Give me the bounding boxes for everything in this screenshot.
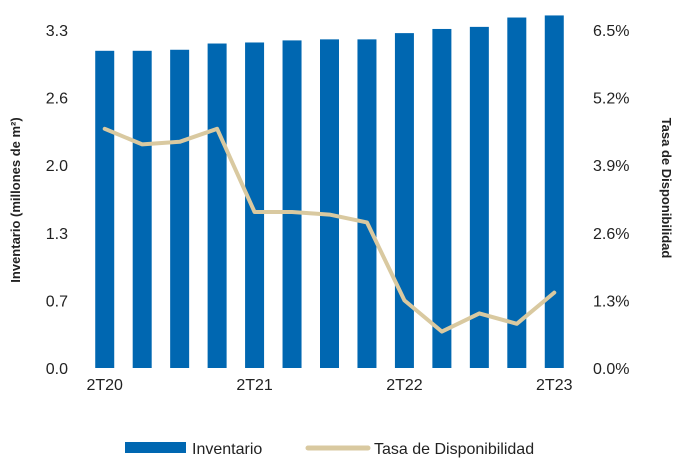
bar-3T22 [432,28,452,369]
bar-4T20 [170,49,190,368]
bar-1T22 [357,39,377,369]
legend: Inventario Tasa de Disponibilidad [125,441,534,458]
legend-swatch-inventario [125,442,186,453]
right-tick-label: 2.6% [593,226,629,243]
bar-3T20 [132,50,152,369]
x-tick-label: 2T23 [536,377,573,394]
right-tick-label: 1.3% [593,293,629,310]
x-tick-label: 2T20 [86,377,123,394]
left-tick-label: 2.6 [46,91,68,108]
left-tick-label: 0.7 [46,293,68,310]
right-tick-label: 6.5% [593,23,629,40]
x-tick-label: 2T21 [236,377,273,394]
bar-2T20 [95,50,115,369]
bar-4T21 [320,39,339,369]
left-tick-label: 0.0 [46,361,68,378]
legend-label-inventario: Inventario [192,441,262,458]
right-tick-label: 3.9% [593,158,629,175]
bar-3T21 [282,40,302,369]
bar-1T21 [207,43,227,369]
left-axis-ticks: 0.0 0.7 1.3 2.0 2.6 3.3 [46,23,68,378]
right-axis-title: Tasa de Disponibilidad [659,118,674,259]
bar-1T23 [507,17,527,369]
bar-2T23 [544,15,564,368]
left-tick-label: 3.3 [46,23,68,40]
x-axis-ticks: 2T20 2T21 2T22 2T23 [86,377,572,394]
bar-4T22 [469,26,489,368]
legend-label-tasa: Tasa de Disponibilidad [374,441,534,458]
bar-2T21 [245,42,265,368]
bars-group [95,15,564,369]
x-tick-label: 2T22 [386,377,423,394]
right-axis-ticks: 0.0% 1.3% 2.6% 3.9% 5.2% 6.5% [593,23,629,378]
bar-2T22 [394,33,414,369]
left-axis-title: Inventario (millones de m²) [8,117,23,282]
right-tick-label: 5.2% [593,91,629,108]
left-tick-label: 1.3 [46,226,68,243]
left-tick-label: 2.0 [46,158,68,175]
line-group [102,126,557,334]
right-tick-label: 0.0% [593,361,629,378]
